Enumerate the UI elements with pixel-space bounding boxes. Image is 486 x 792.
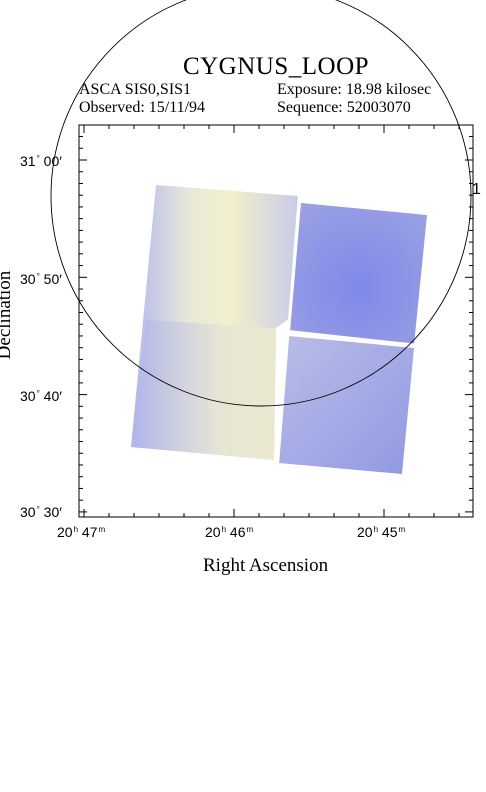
x-tick-label: 20h 45m (357, 524, 406, 540)
chip-upper-right (290, 203, 427, 345)
plot-frame (78, 124, 474, 518)
y-tick-label: 30° 40′ (20, 388, 62, 404)
sis-image (131, 185, 427, 474)
x-tick-label: 20h 47m (57, 524, 106, 540)
field-circle (50, 0, 472, 407)
tick-marks (79, 125, 473, 517)
instrument-text: ASCA SIS0,SIS1 (79, 81, 192, 98)
y-tick-label: 31° 00′ (20, 153, 62, 169)
chip-lower-right (279, 336, 414, 474)
x-tick-label: 20h 46m (205, 524, 254, 540)
chip-left-lower (131, 320, 276, 460)
observed-text: Observed: 15/11/94 (79, 99, 206, 116)
page-title: CYGNUS_LOOP (182, 53, 370, 80)
chip-gap-horizontal (285, 329, 417, 347)
y-axis-label: Declination (0, 270, 15, 360)
circle-label: 1 (472, 181, 481, 198)
sequence-text: Sequence: 52003070 (277, 99, 411, 116)
exposure-text: Exposure: 18.98 kilosec (277, 81, 432, 98)
y-tick-label: 30° 30′ (20, 504, 62, 520)
chip-gap-vertical (276, 196, 301, 463)
y-tick-label: 30° 50′ (20, 271, 62, 287)
x-axis-label: Right Ascension (203, 555, 329, 576)
